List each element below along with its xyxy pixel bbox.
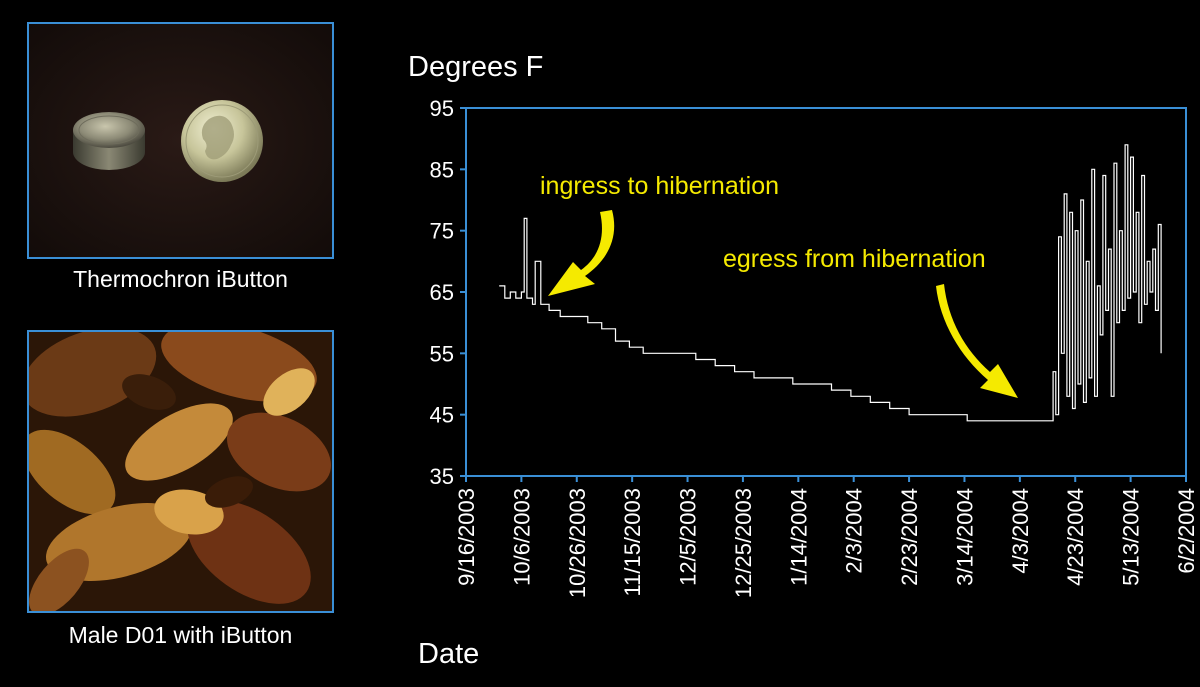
x-tick-label: 5/13/2004 xyxy=(1119,488,1144,586)
x-tick-label: 2/3/2004 xyxy=(842,488,867,574)
annotation-label: egress from hibernation xyxy=(723,245,986,273)
x-tick-label: 2/23/2004 xyxy=(897,488,922,586)
x-tick-label: 4/23/2004 xyxy=(1063,488,1088,586)
ibutton-photo xyxy=(27,22,334,259)
x-tick-label: 4/3/2004 xyxy=(1008,488,1033,574)
y-tick-label: 75 xyxy=(430,219,454,244)
x-tick-label: 3/14/2004 xyxy=(952,488,977,586)
y-axis-ticks: 35 45 55 65 75 85 95 xyxy=(430,96,466,489)
ibutton-photo-caption: Thermochron iButton xyxy=(73,266,288,292)
y-tick-label: 45 xyxy=(430,403,454,428)
y-tick-label: 85 xyxy=(430,157,454,182)
x-tick-label: 10/6/2003 xyxy=(509,488,534,586)
temperature-series-line xyxy=(499,144,1162,422)
x-tick-label: 11/15/2003 xyxy=(620,488,645,596)
leaf-litter-photo xyxy=(27,330,334,613)
y-tick-label: 35 xyxy=(430,464,454,489)
x-tick-label: 12/25/2003 xyxy=(731,488,756,598)
y-tick-label: 55 xyxy=(430,341,454,366)
x-tick-label: 12/5/2003 xyxy=(676,488,701,586)
leaf-photo-caption: Male D01 with iButton xyxy=(68,622,293,648)
leaf-litter-illustration xyxy=(29,332,332,611)
y-tick-label: 65 xyxy=(430,280,454,305)
annotation-arrow xyxy=(936,284,1018,398)
x-axis-ticks: 9/16/2003 10/6/2003 10/26/2003 11/15/2003 12… xyxy=(454,476,1199,598)
y-tick-label: 95 xyxy=(430,96,454,121)
x-tick-label: 6/2/2004 xyxy=(1174,488,1199,574)
x-axis-label: Date xyxy=(418,638,479,670)
y-axis-label: Degrees F xyxy=(408,51,543,83)
x-tick-label: 9/16/2003 xyxy=(454,488,479,586)
annotation-arrow xyxy=(548,210,615,296)
x-tick-label: 1/14/2004 xyxy=(786,488,811,586)
x-tick-label: 10/26/2003 xyxy=(565,488,590,598)
annotation-label: ingress to hibernation xyxy=(540,172,779,200)
ibutton-and-coin-illustration xyxy=(73,100,263,182)
annotations: ingress to hibernation egress from hibern… xyxy=(540,172,1018,398)
